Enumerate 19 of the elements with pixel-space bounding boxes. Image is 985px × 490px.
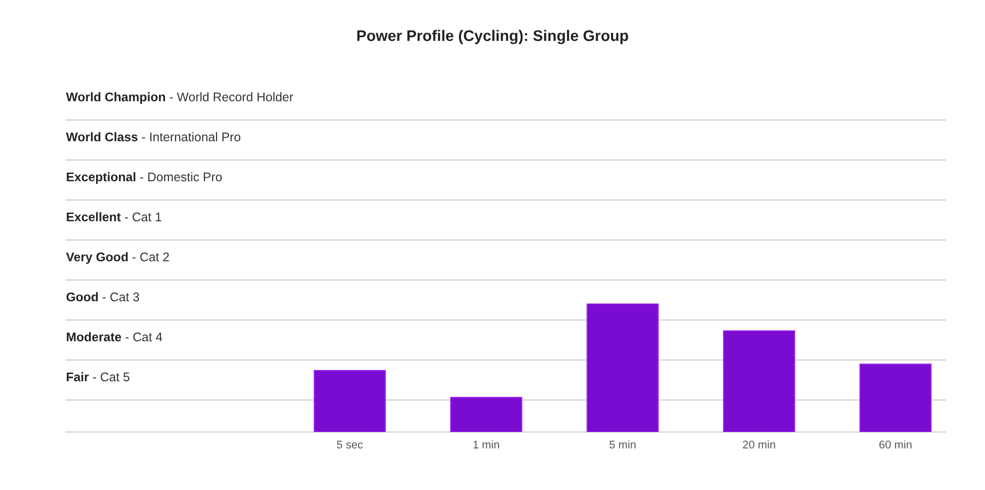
x-tick-label: 20 min (742, 440, 776, 448)
bar (314, 370, 386, 432)
text: World Champion - World Record Holder (66, 92, 294, 104)
text: Moderate - Cat 4 (66, 332, 162, 342)
x-tick-label: 60 min (879, 440, 912, 448)
text: Excellent - Cat 1 (66, 212, 162, 222)
bar (450, 396, 522, 432)
bar (723, 330, 796, 432)
text: Exceptional - Domestic Pro (66, 172, 222, 184)
bar (859, 364, 932, 432)
chart-title: Power Profile (Cycling): Single Group (357, 30, 628, 44)
x-tick-label: 5 min (610, 440, 636, 448)
text: World Class - International Pro (66, 132, 240, 142)
bar (586, 303, 659, 432)
text: Good - Cat 3 (66, 292, 140, 302)
x-tick-label: 5 sec (336, 440, 363, 448)
text: Fair - Cat 5 (66, 372, 130, 382)
x-tick-label: 1 min (473, 440, 500, 448)
text: Very Good - Cat 2 (66, 252, 169, 264)
